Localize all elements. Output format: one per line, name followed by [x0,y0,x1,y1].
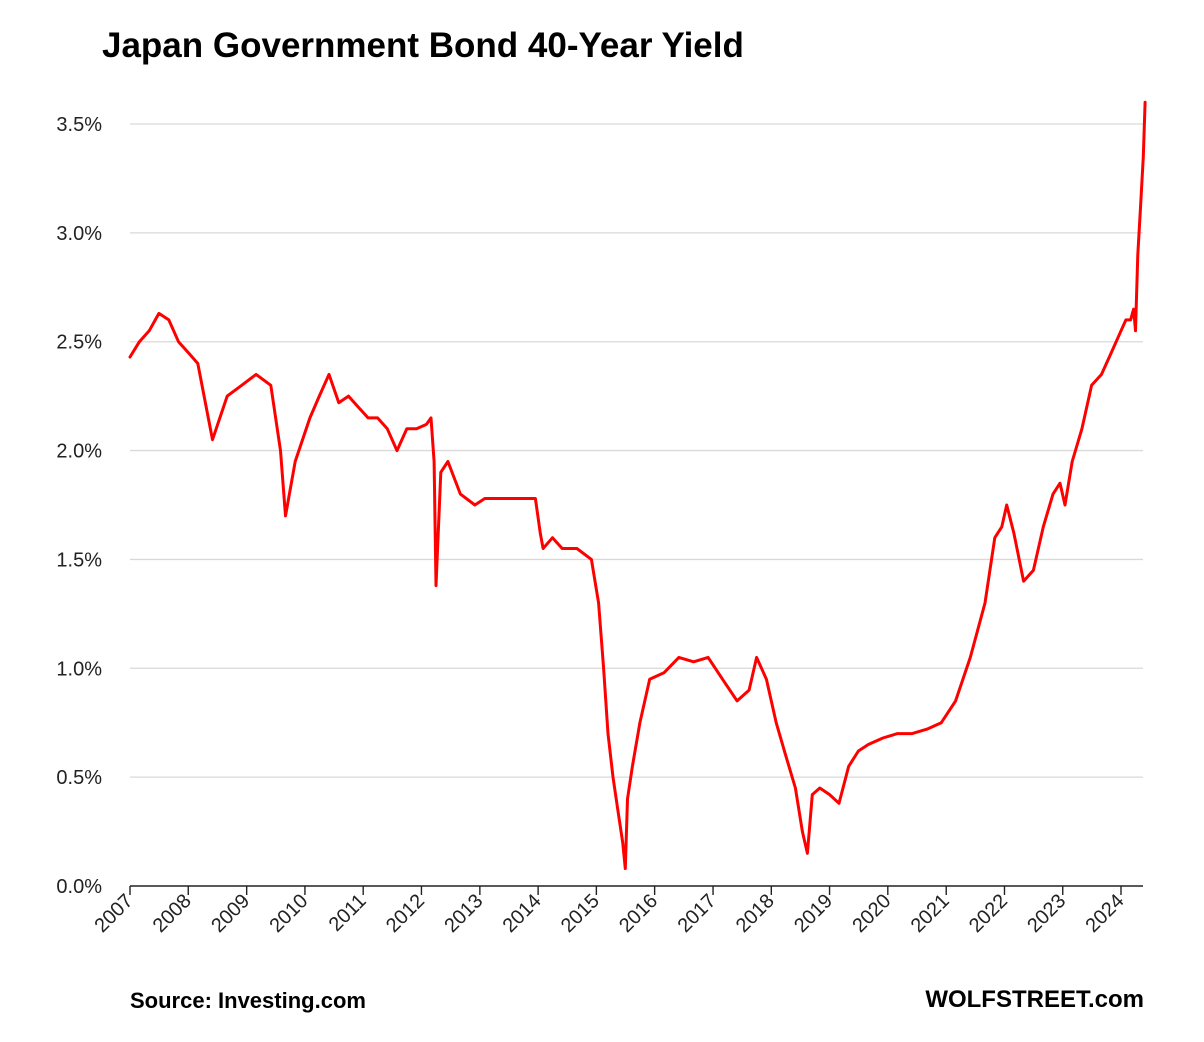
y-tick-label: 2.0% [56,441,102,463]
y-tick-label: 0.5% [56,767,102,789]
x-tick-label: 2018 [732,890,779,937]
brand-watermark: WOLFSTREET.com [925,986,1144,1013]
x-tick-label: 2012 [382,890,429,937]
x-axis: 2007 2008 2009 2010 2011 2012 2013 2014 2015 2016… [91,885,1143,937]
y-tick-label: 2.5% [56,332,102,354]
x-tick-label: 2010 [265,890,312,937]
x-tick-label: 2021 [907,890,954,937]
y-tick-label: 1.0% [56,658,102,680]
y-axis-ticks: 0.0% 0.5% 1.0% 1.5% 2.0% 2.5% 3.0% 3.5% [56,114,102,898]
x-tick-label: 2008 [149,890,196,937]
x-tick-label: 2011 [325,890,371,936]
y-tick-label: 0.0% [56,876,102,898]
y-tick-label: 3.5% [56,114,102,136]
x-tick-label: 2024 [1082,890,1129,937]
x-tick-label: 2009 [207,890,254,937]
y-tick-label: 3.0% [56,223,102,245]
source-credit: Source: Investing.com [130,988,366,1013]
x-tick-label: 2017 [674,890,721,937]
y-tick-label: 1.5% [56,549,102,571]
x-tick-label: 2023 [1023,890,1070,937]
x-tick-label: 2016 [615,890,662,937]
x-tick-label: 2019 [790,890,837,937]
x-tick-label: 2014 [499,890,546,937]
yield-series-line [128,100,1147,871]
x-tick-label: 2020 [848,890,895,937]
series-layer [128,100,1147,871]
x-tick-label: 2013 [440,890,487,937]
x-tick-label: 2022 [965,890,1012,937]
chart-title: Japan Government Bond 40-Year Yield [102,26,744,65]
x-tick-label: 2015 [557,890,604,937]
